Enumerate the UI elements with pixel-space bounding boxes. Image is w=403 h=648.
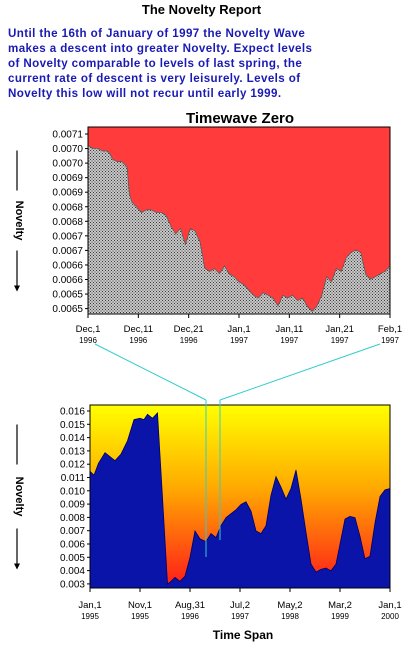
- timewave-zero-chart: 0.0071 0.0070 0.0070 0.0069 0.0069 0.0068 0.00…: [13, 110, 402, 345]
- zoom-line-left: [94, 343, 207, 401]
- down-arrow-icon: [14, 285, 20, 292]
- x-tick-label: Feb,1: [378, 324, 402, 335]
- y-axis-label: Novelty: [13, 477, 25, 518]
- x-tick-label: Jan,1: [227, 324, 250, 335]
- intro-line: makes a descent into greater Novelty. Ex…: [8, 42, 313, 55]
- x-tick-year: 1996: [181, 612, 199, 621]
- x-tick-year: 1997: [280, 336, 298, 345]
- y-tick-label: 0.0070: [52, 144, 83, 155]
- x-tick-year: 1997: [331, 336, 349, 345]
- intro-line: of Novelty comparable to levels of last …: [8, 57, 303, 70]
- x-tick-year: 1997: [381, 336, 399, 345]
- intro-line: Novelty this low will not recur until ea…: [8, 87, 282, 100]
- y-tick-label: 0.004: [60, 566, 85, 577]
- x-tick-label: Dec,21: [174, 324, 204, 335]
- x-tick-label: Dec,1: [76, 324, 101, 335]
- y-tick-label: 0.0068: [52, 217, 83, 228]
- y-tick-label: 0.0067: [52, 246, 83, 257]
- y-tick-label: 0.015: [60, 420, 85, 431]
- y-tick-label: 0.003: [60, 579, 85, 590]
- y-tick-label: 0.013: [60, 446, 85, 457]
- x-tick-label: Jan,11: [275, 324, 303, 335]
- x-tick-label: Jan,1: [378, 600, 401, 611]
- x-tick-year: 1999: [331, 612, 349, 621]
- y-tick-label: 0.006: [60, 540, 85, 551]
- time-span-chart: 0.016 0.015 0.014 0.013 0.012 0.011 0.010 0.009…: [13, 404, 402, 642]
- x-axis-label: Time Span: [213, 628, 273, 642]
- y-tick-label: 0.0070: [52, 159, 83, 170]
- y-tick-label: 0.0068: [52, 202, 83, 213]
- zoom-line-right: [219, 343, 381, 401]
- y-tick-label: 0.008: [60, 513, 85, 524]
- y-tick-label: 0.014: [60, 433, 85, 444]
- x-tick-label: Mar,2: [328, 600, 352, 611]
- x-tick-year: 1996: [79, 336, 97, 345]
- y-tick-label: 0.007: [60, 526, 85, 537]
- x-tick-label: Jan,21: [325, 324, 354, 335]
- report-title: The Novelty Report: [141, 2, 262, 17]
- x-tick-year: 1998: [281, 612, 299, 621]
- y-tick-label: 0.0069: [52, 173, 83, 184]
- down-arrow-icon: [14, 563, 20, 570]
- x-tick-label: May,2: [277, 600, 302, 611]
- y-tick-label: 0.0067: [52, 231, 83, 242]
- chart-title: Timewave Zero: [186, 110, 294, 127]
- y-tick-label: 0.012: [60, 460, 85, 471]
- x-tick-label: Dec,11: [124, 324, 153, 335]
- x-tick-year: 2000: [381, 612, 399, 621]
- y-tick-label: 0.011: [61, 473, 86, 484]
- y-tick-label: 0.0065: [52, 304, 83, 315]
- x-tick-year: 1996: [129, 336, 147, 345]
- x-tick-label: Aug,31: [175, 600, 205, 611]
- novelty-area-series: [87, 145, 391, 315]
- y-tick-label: 0.0066: [52, 275, 83, 286]
- intro-text: Until the 16th of January of 1997 the No…: [8, 26, 400, 101]
- x-tick-label: Jan,1: [78, 600, 101, 611]
- zoom-connector-lines: [94, 343, 381, 557]
- y-tick-label: 0.005: [60, 553, 85, 564]
- y-tick-label: 0.010: [60, 486, 85, 497]
- x-tick-year: 1995: [131, 612, 149, 621]
- x-tick-year: 1997: [230, 336, 248, 345]
- y-tick-label: 0.0071: [52, 130, 83, 141]
- y-tick-label: 0.0069: [52, 188, 83, 199]
- x-tick-label: Jul,2: [230, 600, 250, 611]
- y-tick-label: 0.009: [60, 500, 85, 511]
- x-tick-year: 1996: [180, 336, 198, 345]
- y-tick-label: 0.016: [60, 407, 85, 418]
- x-tick-year: 1995: [81, 612, 99, 621]
- y-tick-label: 0.0065: [52, 290, 83, 301]
- x-tick-year: 1997: [231, 612, 249, 621]
- novelty-area-series: [89, 412, 391, 589]
- x-tick-label: Nov,1: [128, 600, 152, 611]
- y-axis-label: Novelty: [13, 201, 25, 242]
- intro-line: Until the 16th of January of 1997 the No…: [8, 27, 306, 40]
- intro-line: current rate of descent is very leisurel…: [8, 72, 301, 85]
- y-tick-label: 0.0066: [52, 260, 83, 271]
